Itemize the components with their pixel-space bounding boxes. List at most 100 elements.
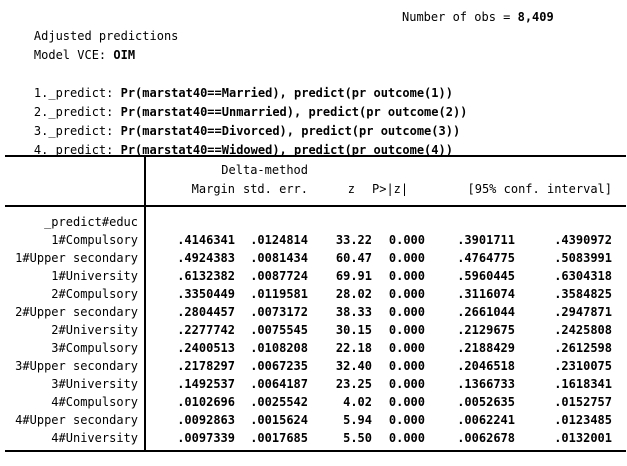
predict-prefix: 1._predict: — [33, 86, 121, 100]
p-value: 0.000 — [388, 359, 425, 373]
predict-line-1: 1._predict: Pr(marstat40==Married), pred… — [5, 65, 627, 100]
table-row: 2#University .2277742 .0075545 30.15 0.0… — [5, 321, 626, 339]
margin-value: .2277742 — [177, 323, 235, 337]
ci-low-value: .2661044 — [457, 305, 515, 319]
table-row: 1#Compulsory .4146341 .0124814 33.22 0.0… — [5, 231, 626, 249]
z-value: 5.94 — [343, 413, 372, 427]
table-row: 4#Compulsory .0102696 .0025542 4.02 0.00… — [5, 393, 626, 411]
table-row: 4#Upper secondary .0092863 .0015624 5.94… — [5, 411, 626, 429]
row-label: 1#University — [51, 269, 138, 283]
row-label: 2#Upper secondary — [15, 305, 138, 319]
std-err-value: .0124814 — [250, 233, 308, 247]
p-value: 0.000 — [388, 431, 425, 445]
ci-low-value: .3901711 — [457, 233, 515, 247]
p-value: 0.000 — [388, 413, 425, 427]
std-err-value: .0015624 — [250, 413, 308, 427]
predict-expression: Pr(marstat40==Married), predict(pr outco… — [120, 86, 453, 100]
ci-high-value: .1618341 — [554, 377, 612, 391]
std-err-value: .0081434 — [250, 251, 308, 265]
row-label: 1#Compulsory — [51, 233, 138, 247]
table-row: 2#Upper secondary .2804457 .0073172 38.3… — [5, 303, 626, 321]
group-label-row: _predict#educ — [5, 213, 626, 231]
predict-expression: Pr(marstat40==Widowed), predict(pr outco… — [120, 143, 453, 157]
table-header: Delta-method Margin std. err. z P>|z| [9… — [5, 157, 626, 207]
margin-value: .2400513 — [177, 341, 235, 355]
predict-expression: Pr(marstat40==Divorced), predict(pr outc… — [120, 124, 461, 138]
std-err-value: .0064187 — [250, 377, 308, 391]
row-label: 2#University — [51, 323, 138, 337]
table-body: _predict#educ 1#Compulsory .4146341 .012… — [5, 207, 626, 450]
predict-line-2: 2._predict: Pr(marstat40==Unmarried), pr… — [5, 84, 627, 119]
ci-high-value: .4390972 — [554, 233, 612, 247]
std-err-value: .0025542 — [250, 395, 308, 409]
ci-low-value: .4764775 — [457, 251, 515, 265]
table-row: 2#Compulsory .3350449 .0119581 28.02 0.0… — [5, 285, 626, 303]
table-vertical-rule — [144, 157, 146, 450]
predict-prefix: 2._predict: — [33, 105, 121, 119]
column-header-p: P>|z| — [372, 182, 409, 196]
predict-line-4: 4._predict: Pr(marstat40==Widowed), pred… — [5, 122, 627, 157]
ci-high-value: .2310075 — [554, 359, 612, 373]
z-value: 4.02 — [343, 395, 372, 409]
predict-line-3: 3._predict: Pr(marstat40==Divorced), pre… — [5, 103, 627, 138]
row-label: 4#University — [51, 431, 138, 445]
z-value: 28.02 — [335, 287, 372, 301]
z-value: 38.33 — [335, 305, 372, 319]
column-header-row: Margin std. err. z P>|z| [95% conf. inte… — [5, 180, 626, 199]
margin-value: .0102696 — [177, 395, 235, 409]
margin-value: .6132382 — [177, 269, 235, 283]
p-value: 0.000 — [388, 233, 425, 247]
z-value: 23.25 — [335, 377, 372, 391]
ci-low-value: .2046518 — [457, 359, 515, 373]
std-err-value: .0087724 — [250, 269, 308, 283]
margin-value: .4146341 — [177, 233, 235, 247]
model-vce-line: Model VCE: OIM — [5, 27, 627, 62]
table-row: 4#University .0097339 .0017685 5.50 0.00… — [5, 429, 626, 447]
header-label-spacer — [5, 161, 146, 180]
row-label: 4#Compulsory — [51, 395, 138, 409]
margin-value: .0097339 — [177, 431, 235, 445]
column-header-margin: Margin — [191, 182, 235, 196]
ci-high-value: .5083991 — [554, 251, 612, 265]
table-row: 3#Compulsory .2400513 .0108208 22.18 0.0… — [5, 339, 626, 357]
margins-table: Delta-method Margin std. err. z P>|z| [9… — [5, 155, 626, 452]
number-of-obs: Number of obs = 8,409 — [402, 8, 554, 27]
ci-low-value: .0062678 — [457, 431, 515, 445]
margin-value: .2804457 — [177, 305, 235, 319]
ci-high-value: .0123485 — [554, 413, 612, 427]
z-value: 32.40 — [335, 359, 372, 373]
ci-high-value: .6304318 — [554, 269, 612, 283]
z-value: 60.47 — [335, 251, 372, 265]
p-value: 0.000 — [388, 377, 425, 391]
p-value: 0.000 — [388, 341, 425, 355]
ci-high-value: .0152757 — [554, 395, 612, 409]
std-err-value: .0075545 — [250, 323, 308, 337]
ci-low-value: .5960445 — [457, 269, 515, 283]
title-line: Adjusted predictions Number of obs = 8,4… — [5, 8, 627, 43]
z-value: 69.91 — [335, 269, 372, 283]
margin-value: .2178297 — [177, 359, 235, 373]
row-label: 1#Upper secondary — [15, 251, 138, 265]
row-label: 3#Upper secondary — [15, 359, 138, 373]
std-err-value: .0108208 — [250, 341, 308, 355]
z-value: 30.15 — [335, 323, 372, 337]
ci-high-value: .3584825 — [554, 287, 612, 301]
column-header-std-err: std. err. — [242, 182, 308, 196]
ci-low-value: .1366733 — [457, 377, 515, 391]
obs-label: Number of obs = — [402, 10, 518, 24]
obs-value: 8,409 — [517, 10, 554, 24]
p-value: 0.000 — [388, 269, 425, 283]
std-err-value: .0073172 — [250, 305, 308, 319]
table-row: 1#University .6132382 .0087724 69.91 0.0… — [5, 267, 626, 285]
ci-low-value: .2129675 — [457, 323, 515, 337]
std-err-value: .0067235 — [250, 359, 308, 373]
margin-value: .0092863 — [177, 413, 235, 427]
ci-low-value: .0062241 — [457, 413, 515, 427]
model-vce-label: Model VCE: — [33, 48, 114, 62]
std-err-value: .0119581 — [250, 287, 308, 301]
ci-low-value: .0052635 — [457, 395, 515, 409]
page-title: Adjusted predictions — [33, 29, 179, 43]
delta-method-label: Delta-method — [221, 163, 308, 177]
p-value: 0.000 — [388, 251, 425, 265]
z-value: 22.18 — [335, 341, 372, 355]
